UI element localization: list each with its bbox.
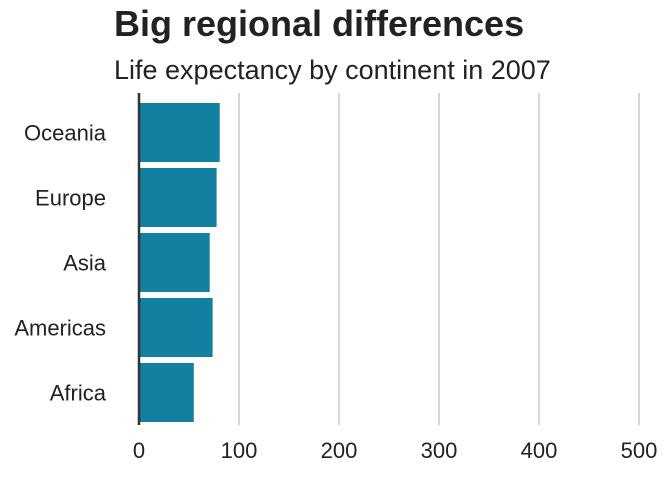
category-label-africa: Africa [50,381,107,406]
x-tick-label-400: 400 [521,438,558,463]
x-tick-label-500: 500 [621,438,658,463]
bar-oceania [139,103,220,162]
category-label-asia: Asia [63,251,107,276]
chart-title: Big regional differences [114,3,525,44]
x-tick-label-300: 300 [421,438,458,463]
x-tick-label-200: 200 [321,438,358,463]
bar-africa [139,363,194,422]
x-tick-labels: 0 100 200 300 400 500 [133,438,657,463]
bars [139,103,220,422]
chart-subtitle: Life expectancy by continent in 2007 [114,55,551,85]
x-tick-label-100: 100 [221,438,258,463]
category-label-oceania: Oceania [24,121,107,146]
category-label-europe: Europe [35,186,106,211]
category-label-americas: Americas [14,316,106,341]
bar-asia [139,233,210,292]
category-labels: Oceania Europe Asia Americas Africa [14,121,106,406]
x-tick-label-0: 0 [133,438,145,463]
gridlines [238,93,640,425]
bar-europe [139,168,217,227]
bar-americas [139,298,213,357]
